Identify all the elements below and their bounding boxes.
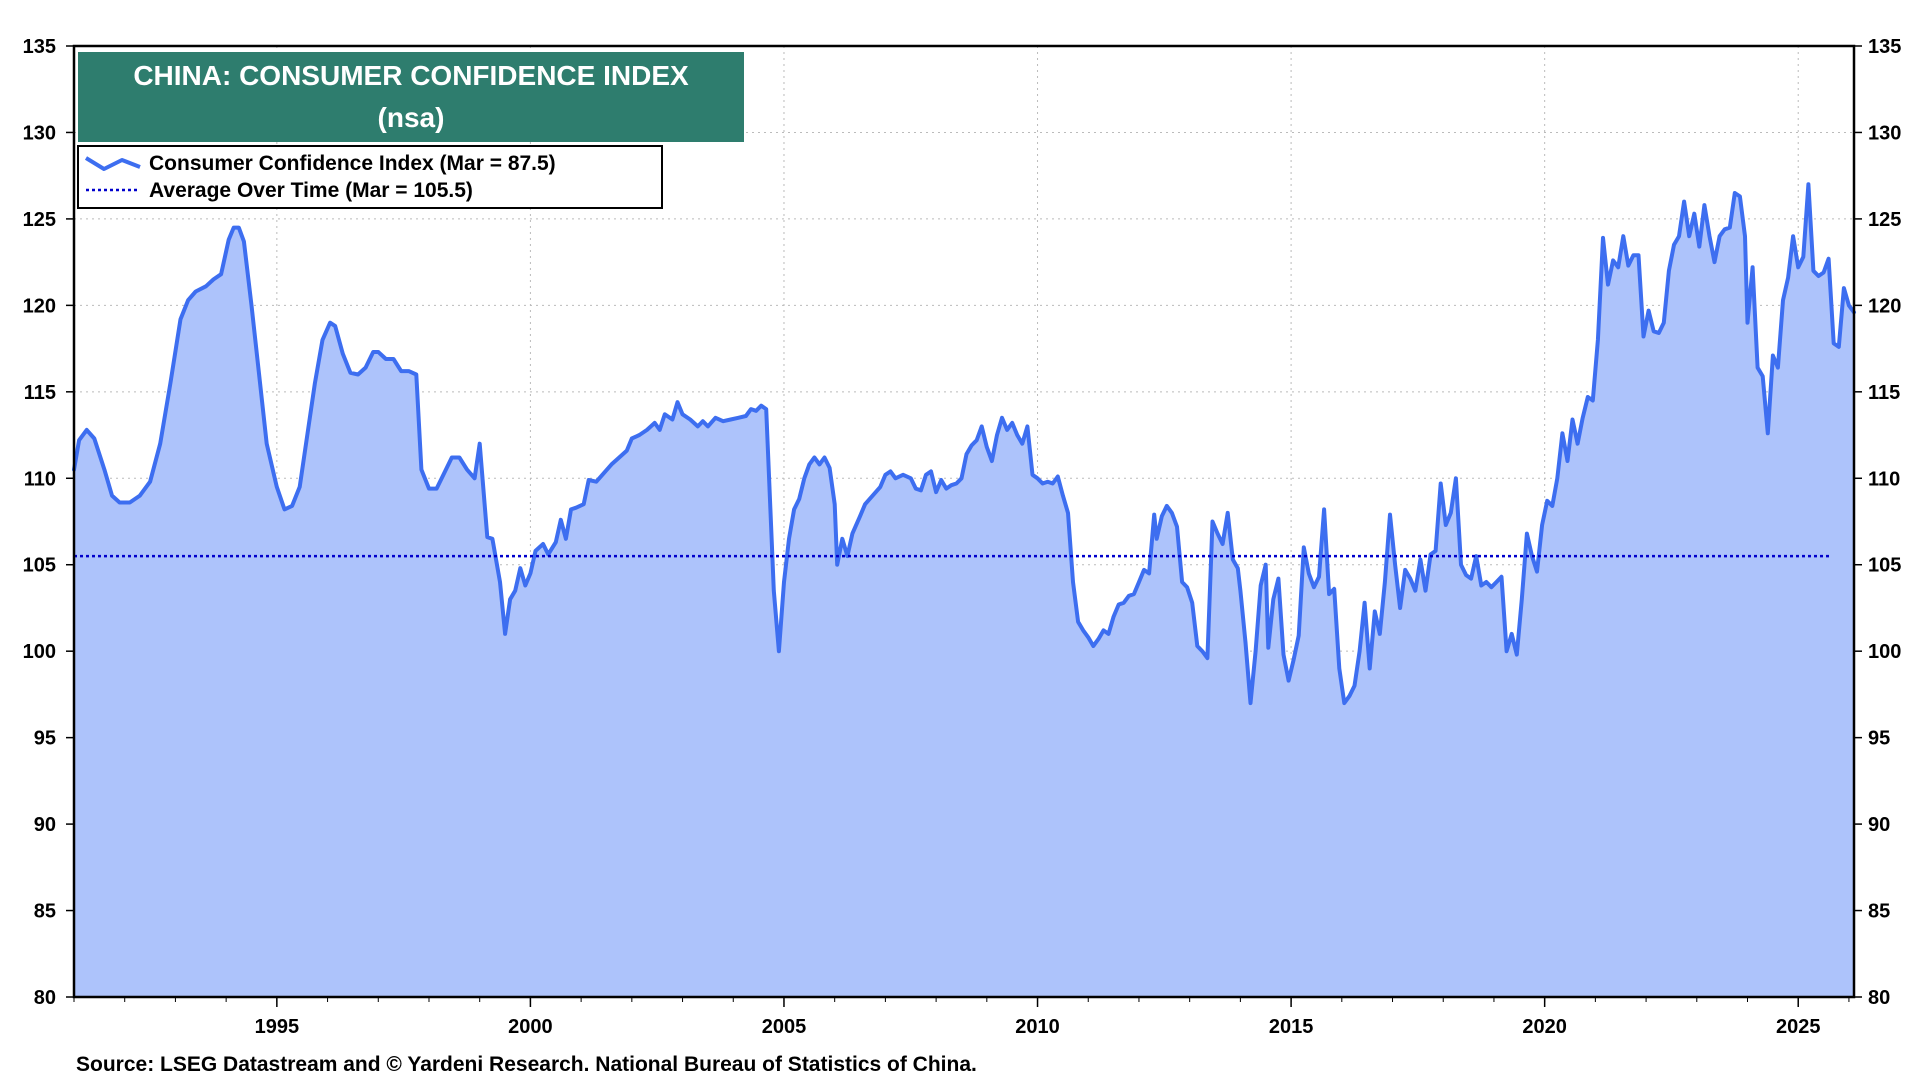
y-tick-label-left: 105 (23, 555, 56, 577)
x-tick-label: 2015 (1269, 1016, 1314, 1038)
legend-box (77, 145, 663, 209)
x-tick-label: 1995 (255, 1016, 300, 1038)
x-tick-label: 2000 (508, 1016, 553, 1038)
y-tick-label-right: 120 (1868, 295, 1901, 317)
y-tick-label-left: 95 (34, 728, 56, 750)
y-tick-label-left: 85 (34, 901, 56, 923)
y-tick-label-left: 130 (23, 122, 56, 144)
source-note: Source: LSEG Datastream and © Yardeni Re… (76, 1053, 977, 1076)
title-box (78, 52, 744, 142)
legend-label-series: Consumer Confidence Index (Mar = 87.5) (149, 152, 556, 175)
y-tick-label-left: 100 (23, 641, 56, 663)
y-tick-label-left: 115 (24, 382, 56, 404)
y-tick-label-right: 105 (1868, 555, 1901, 577)
y-tick-label-right: 135 (1868, 36, 1901, 58)
legend-swatch-series (84, 156, 141, 171)
x-tick-label: 2025 (1776, 1016, 1821, 1038)
y-tick-label-right: 110 (1868, 468, 1900, 490)
y-tick-label-left: 125 (23, 209, 56, 231)
y-tick-label-right: 85 (1868, 901, 1890, 923)
series-area-fill (74, 184, 1854, 998)
y-tick-label-right: 80 (1868, 987, 1890, 1009)
y-tick-label-left: 120 (23, 295, 56, 317)
y-tick-label-left: 90 (34, 814, 56, 836)
y-tick-label-right: 95 (1868, 728, 1890, 750)
chart-title: CHINA: CONSUMER CONFIDENCE INDEX (133, 60, 689, 91)
plot-border (72, 44, 1856, 999)
x-tick-label: 2010 (1015, 1016, 1060, 1038)
y-tick-label-right: 100 (1868, 641, 1901, 663)
legend-label-average: Average Over Time (Mar = 105.5) (149, 179, 473, 202)
y-tick-label-right: 90 (1868, 814, 1890, 836)
x-tick-label: 2005 (762, 1016, 807, 1038)
y-tick-label-right: 115 (1868, 382, 1900, 404)
y-tick-label-left: 135 (23, 36, 56, 58)
x-tick-label: 2020 (1522, 1016, 1567, 1038)
y-tick-label-right: 130 (1868, 122, 1901, 144)
y-tick-label-left: 110 (24, 468, 56, 490)
series-line (72, 182, 1856, 706)
chart-subtitle: (nsa) (378, 102, 445, 133)
y-tick-label-right: 125 (1868, 209, 1901, 231)
y-tick-label-left: 80 (34, 987, 56, 1009)
